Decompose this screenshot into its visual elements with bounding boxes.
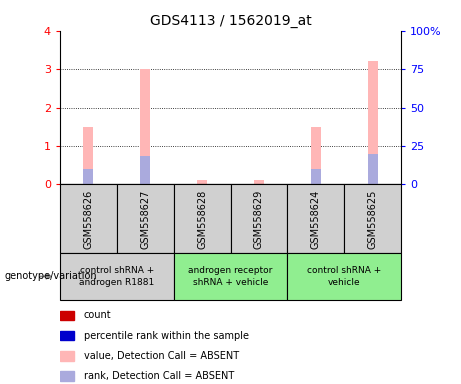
Text: GSM558628: GSM558628 (197, 190, 207, 249)
Bar (60, 184, 117, 253)
Text: GSM558625: GSM558625 (367, 190, 378, 249)
Text: GSM558626: GSM558626 (83, 190, 94, 249)
Bar (60, 371, 74, 381)
Bar (117, 184, 174, 253)
Bar (174, 184, 230, 253)
Bar (287, 184, 344, 253)
Text: androgen receptor
shRNA + vehicle: androgen receptor shRNA + vehicle (188, 266, 273, 287)
Text: GSM558624: GSM558624 (311, 190, 321, 249)
Bar (83, 169, 94, 184)
Bar (344, 184, 401, 253)
Bar (140, 69, 150, 184)
Text: rank, Detection Call = ABSENT: rank, Detection Call = ABSENT (84, 371, 234, 381)
Text: GSM558629: GSM558629 (254, 190, 264, 249)
Bar (230, 184, 287, 253)
Text: value, Detection Call = ABSENT: value, Detection Call = ABSENT (84, 351, 239, 361)
Bar (311, 127, 321, 184)
Bar (60, 311, 74, 320)
Bar (197, 180, 207, 184)
Bar (83, 127, 94, 184)
Bar (367, 61, 378, 184)
Text: control shRNA +
vehicle: control shRNA + vehicle (307, 266, 381, 287)
Bar (287, 253, 401, 300)
Bar (60, 351, 74, 361)
Text: count: count (84, 310, 112, 321)
Text: genotype/variation: genotype/variation (5, 271, 97, 281)
Bar (254, 180, 264, 184)
Title: GDS4113 / 1562019_at: GDS4113 / 1562019_at (150, 14, 311, 28)
Text: percentile rank within the sample: percentile rank within the sample (84, 331, 249, 341)
Bar (60, 331, 74, 341)
Bar (60, 253, 174, 300)
Text: GSM558627: GSM558627 (140, 190, 150, 249)
Bar (367, 154, 378, 184)
Text: control shRNA +
androgen R1881: control shRNA + androgen R1881 (79, 266, 154, 287)
Bar (140, 156, 150, 184)
Bar (174, 253, 287, 300)
Bar (311, 169, 321, 184)
